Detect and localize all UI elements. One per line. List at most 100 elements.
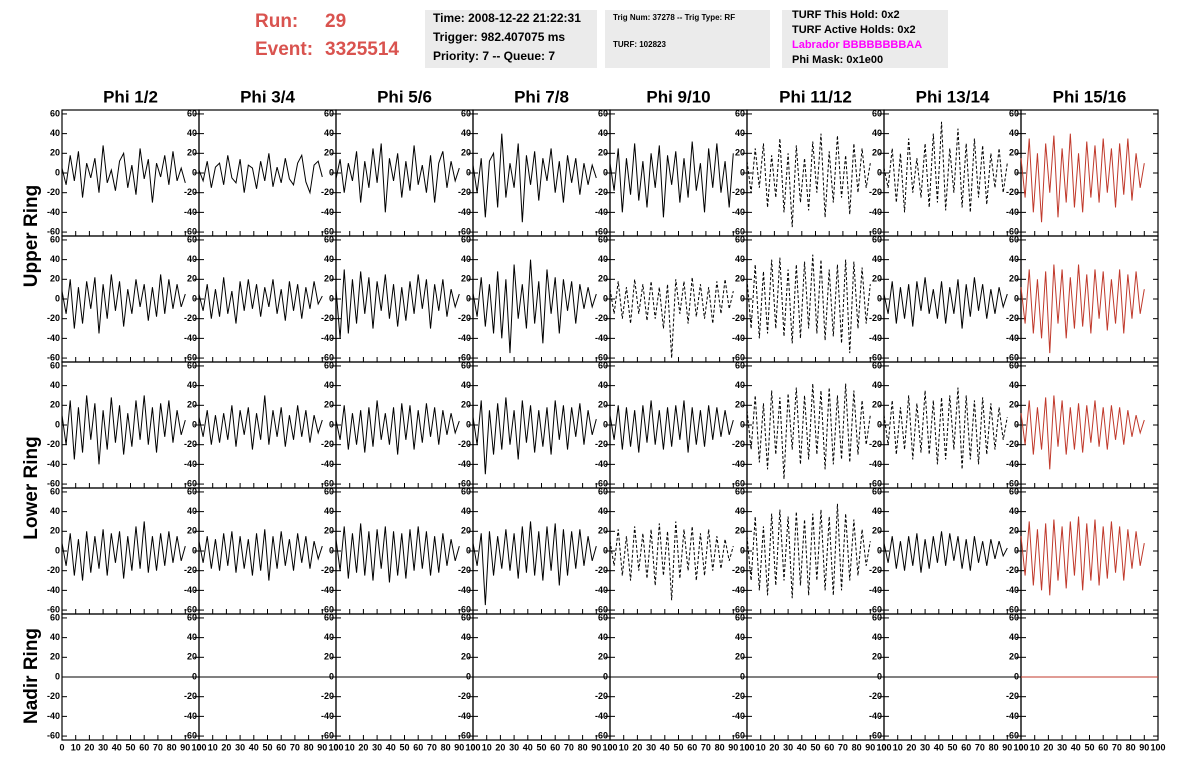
y-tick-label: -40 bbox=[732, 333, 745, 343]
y-tick-label: 20 bbox=[461, 148, 471, 158]
panel-frame bbox=[61, 361, 200, 489]
x-tick-label: 80 bbox=[578, 742, 588, 752]
y-tick-label: -20 bbox=[732, 439, 745, 449]
x-tick-label: 40 bbox=[1071, 742, 1081, 752]
y-tick-label: 60 bbox=[1009, 234, 1019, 244]
y-tick-label: 60 bbox=[872, 360, 882, 370]
y-tick-label: 60 bbox=[598, 360, 608, 370]
y-tick-label: 0 bbox=[55, 293, 60, 303]
y-tick-label: -40 bbox=[321, 333, 334, 343]
y-tick-label: -60 bbox=[458, 352, 471, 362]
y-tick-label: -40 bbox=[458, 585, 471, 595]
y-tick-label: 20 bbox=[324, 274, 334, 284]
y-tick-label: -40 bbox=[321, 711, 334, 721]
y-tick-label: 20 bbox=[461, 400, 471, 410]
y-tick-label: -60 bbox=[732, 352, 745, 362]
waveform bbox=[472, 259, 597, 354]
waveform bbox=[335, 269, 460, 339]
y-tick-label: 20 bbox=[872, 652, 882, 662]
y-tick-label: -40 bbox=[184, 459, 197, 469]
x-tick-label: 90 bbox=[1139, 742, 1149, 752]
y-tick-label: -20 bbox=[1006, 187, 1019, 197]
waveform bbox=[609, 400, 734, 453]
x-tick-label: 20 bbox=[632, 742, 642, 752]
x-tick-label: 50 bbox=[947, 742, 957, 752]
y-tick-label: 40 bbox=[324, 380, 334, 390]
y-tick-label: -60 bbox=[184, 730, 197, 740]
y-tick-label: -40 bbox=[321, 207, 334, 217]
y-tick-label: 40 bbox=[461, 254, 471, 264]
y-tick-label: 0 bbox=[1014, 293, 1019, 303]
x-tick-label: 0 bbox=[607, 742, 612, 752]
x-tick-label: 100 bbox=[1013, 742, 1028, 752]
waveform bbox=[746, 383, 871, 480]
y-tick-label: 0 bbox=[466, 167, 471, 177]
y-tick-label: 40 bbox=[872, 380, 882, 390]
y-tick-label: -20 bbox=[595, 187, 608, 197]
y-tick-label: 0 bbox=[329, 545, 334, 555]
waveform bbox=[198, 395, 323, 450]
x-tick-label: 90 bbox=[1002, 742, 1012, 752]
y-tick-label: 40 bbox=[461, 128, 471, 138]
y-tick-label: -60 bbox=[321, 604, 334, 614]
info-box bbox=[782, 10, 948, 68]
y-tick-label: 20 bbox=[187, 148, 197, 158]
y-tick-label: 40 bbox=[735, 380, 745, 390]
y-tick-label: -60 bbox=[595, 478, 608, 488]
y-tick-label: 20 bbox=[324, 400, 334, 410]
x-tick-label: 30 bbox=[783, 742, 793, 752]
y-tick-label: 40 bbox=[735, 128, 745, 138]
y-tick-label: 40 bbox=[324, 254, 334, 264]
y-tick-label: 60 bbox=[735, 486, 745, 496]
y-tick-label: -20 bbox=[47, 565, 60, 575]
x-tick-label: 90 bbox=[180, 742, 190, 752]
x-tick-label: 0 bbox=[333, 742, 338, 752]
x-tick-label: 100 bbox=[191, 742, 206, 752]
waveform bbox=[1020, 133, 1145, 223]
y-tick-label: 0 bbox=[192, 419, 197, 429]
y-tick-label: 60 bbox=[598, 108, 608, 118]
y-tick-label: -40 bbox=[869, 711, 882, 721]
y-tick-label: 60 bbox=[50, 108, 60, 118]
y-tick-label: -40 bbox=[184, 711, 197, 721]
y-tick-label: -40 bbox=[47, 585, 60, 595]
y-tick-label: 40 bbox=[187, 506, 197, 516]
x-tick-label: 0 bbox=[1018, 742, 1023, 752]
x-tick-label: 90 bbox=[591, 742, 601, 752]
x-tick-label: 0 bbox=[59, 742, 64, 752]
waveform bbox=[472, 521, 597, 606]
y-tick-label: 60 bbox=[735, 612, 745, 622]
y-tick-label: -60 bbox=[458, 226, 471, 236]
y-tick-label: -60 bbox=[869, 352, 882, 362]
y-tick-label: -40 bbox=[732, 207, 745, 217]
y-tick-label: 40 bbox=[735, 254, 745, 264]
y-tick-label: 0 bbox=[192, 671, 197, 681]
y-tick-label: -40 bbox=[458, 333, 471, 343]
y-tick-label: -60 bbox=[732, 604, 745, 614]
y-tick-label: -60 bbox=[47, 730, 60, 740]
y-tick-label: 60 bbox=[461, 612, 471, 622]
y-tick-label: 40 bbox=[872, 506, 882, 516]
y-tick-label: -20 bbox=[458, 439, 471, 449]
waveform bbox=[746, 254, 871, 354]
y-tick-label: -60 bbox=[184, 226, 197, 236]
y-tick-label: -20 bbox=[732, 565, 745, 575]
y-tick-label: 20 bbox=[598, 652, 608, 662]
y-tick-label: -20 bbox=[184, 313, 197, 323]
x-tick-label: 30 bbox=[372, 742, 382, 752]
turf-active: TURF Active Holds: 0x2 bbox=[792, 24, 916, 36]
y-tick-label: -60 bbox=[869, 478, 882, 488]
y-tick-label: 40 bbox=[598, 254, 608, 264]
y-tick-label: -40 bbox=[184, 333, 197, 343]
y-tick-label: -20 bbox=[869, 691, 882, 701]
y-tick-label: 40 bbox=[735, 632, 745, 642]
y-tick-label: 40 bbox=[872, 128, 882, 138]
x-tick-label: 60 bbox=[687, 742, 697, 752]
waveform bbox=[1020, 264, 1145, 354]
y-tick-label: 0 bbox=[603, 419, 608, 429]
y-tick-label: 0 bbox=[740, 293, 745, 303]
y-tick-label: 40 bbox=[50, 380, 60, 390]
y-tick-label: 20 bbox=[598, 148, 608, 158]
y-tick-label: -60 bbox=[732, 226, 745, 236]
y-tick-label: -40 bbox=[869, 585, 882, 595]
